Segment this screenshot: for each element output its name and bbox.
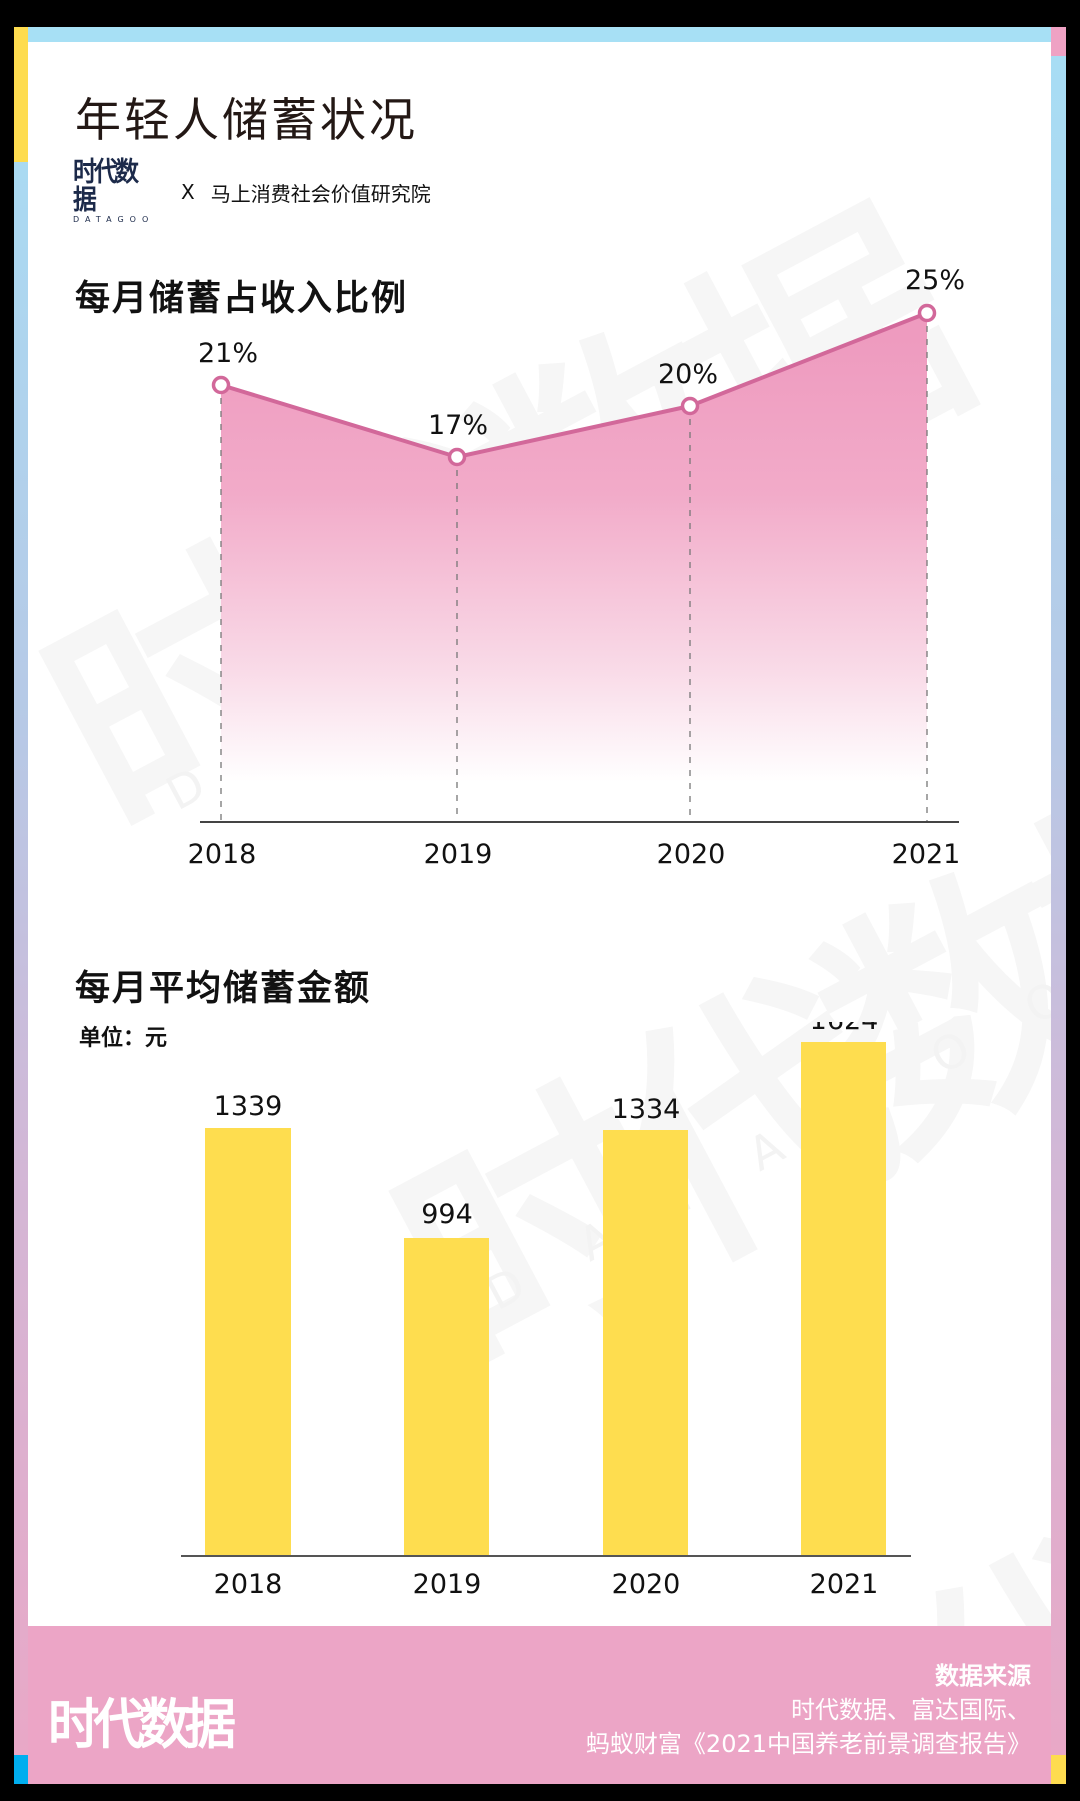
bar-2018 — [205, 1128, 291, 1555]
corner-accent-top-left — [14, 27, 28, 162]
bar-2021 — [801, 1042, 886, 1555]
corner-accent-top-right — [1051, 27, 1066, 56]
value-label-2018: 21% — [198, 338, 258, 369]
footer-logo: 时代数据 — [48, 1693, 236, 1756]
bar-label-2020: 1334 — [612, 1094, 681, 1125]
value-label-2020: 20% — [658, 359, 718, 390]
bar-2019 — [404, 1238, 489, 1555]
bar-chart: 1339 994 1334 1624 2018 2019 2020 2021 — [181, 1022, 911, 1600]
source-text: 蚂蚁财富《2021中国养老前景调查报告》 — [585, 1730, 1031, 1758]
x-tick-2019: 2019 — [413, 1569, 482, 1600]
frame-border-left — [14, 27, 28, 1784]
bar-2020 — [603, 1130, 688, 1555]
value-label-2019: 17% — [428, 410, 488, 441]
x-tick-2020: 2020 — [657, 839, 726, 870]
value-label-2021: 25% — [905, 265, 965, 296]
frame-border-top — [14, 27, 1066, 42]
footer: 时代数据 数据来源 时代数据、富达国际、 蚂蚁财富《2021中国养老前景调查报告… — [28, 1626, 1051, 1784]
corner-accent-bottom-right — [1051, 1755, 1066, 1784]
data-point-2020 — [680, 396, 700, 416]
data-line — [220, 311, 928, 459]
logo-text-cn: 时代数据 — [73, 157, 139, 216]
bar-label-2019: 994 — [421, 1199, 473, 1230]
corner-accent-bottom-left — [14, 1755, 28, 1784]
frame: 时代数据 时代数据 时代数据 DATAGOO DATAGOO 年轻人储蓄状况 时… — [14, 27, 1066, 1784]
data-point-2021 — [917, 303, 937, 323]
x-tick-2019: 2019 — [424, 839, 493, 870]
x-tick-2018: 2018 — [214, 1569, 283, 1600]
chart1-title: 每月储蓄占收入比例 — [75, 279, 409, 319]
x-tick-2021: 2021 — [810, 1569, 879, 1600]
x-tick-2018: 2018 — [188, 839, 257, 870]
chart2-title: 每月平均储蓄金额 — [75, 969, 372, 1009]
bar-label-2018: 1339 — [214, 1091, 283, 1122]
logo-text-en: DATAGOO — [73, 215, 155, 224]
partner-name: 马上消费社会价值研究院 — [210, 181, 431, 206]
x-tick-2020: 2020 — [612, 1569, 681, 1600]
collab-x: X — [181, 180, 195, 204]
data-point-2019 — [447, 447, 467, 467]
area-fill — [221, 313, 927, 822]
data-point-2018 — [211, 375, 231, 395]
x-tick-2021: 2021 — [892, 839, 961, 870]
bar-label-2021: 1624 — [810, 1022, 879, 1036]
source-text: 时代数据、富达国际、 — [791, 1696, 1031, 1724]
source-title: 数据来源 — [935, 1662, 1031, 1690]
area-line-chart: 21% 17% 20% 25% 2018 2019 2020 2021 — [188, 265, 965, 870]
page-title: 年轻人储蓄状况 — [75, 93, 418, 147]
unit-label: 单位：元 — [79, 1026, 168, 1051]
frame-border-right — [1051, 27, 1066, 1784]
datagoo-logo: 时代数据 DATAGOO — [73, 159, 163, 225]
content-panel: 时代数据 时代数据 时代数据 DATAGOO DATAGOO 年轻人储蓄状况 时… — [28, 42, 1051, 1626]
brand-row: 时代数据 DATAGOO X 马上消费社会价值研究院 — [73, 159, 431, 225]
